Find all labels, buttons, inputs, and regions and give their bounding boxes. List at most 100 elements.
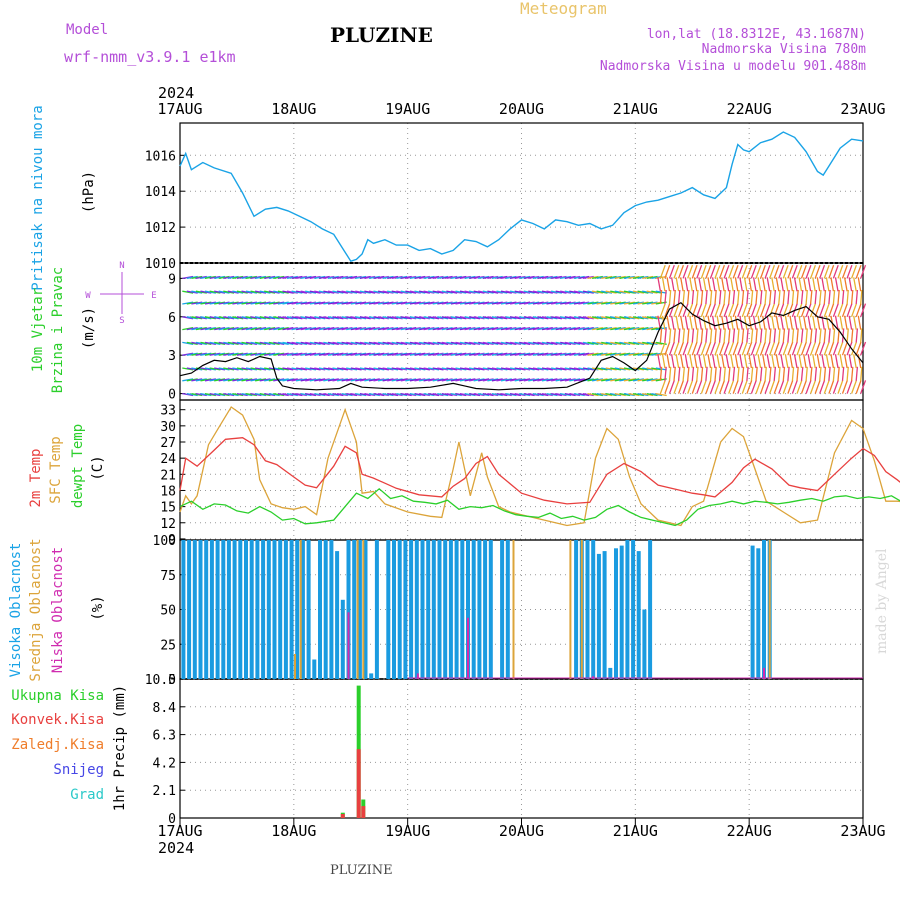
wind-barb [814, 264, 821, 279]
wind-barb [505, 301, 517, 305]
wind-barb [773, 366, 777, 381]
wind-barb [373, 327, 385, 331]
wind-barb [587, 327, 599, 331]
wind-barb [300, 367, 312, 371]
wind-barb [468, 290, 481, 294]
wind-barb [846, 341, 853, 356]
x-day-label-top: 18AUG [271, 100, 316, 118]
wind-barb [500, 367, 512, 371]
wind-barb [309, 275, 321, 280]
wind-barb [309, 352, 321, 356]
wind-barb [186, 301, 198, 305]
wind-barb [446, 290, 458, 294]
wind-barb [473, 275, 485, 280]
wind-barb [182, 316, 194, 320]
wind-barb [336, 290, 349, 294]
wind-barb [855, 303, 862, 318]
wind-barb [623, 352, 635, 356]
wind-barb [728, 264, 735, 279]
wind-barb [496, 290, 508, 294]
wind-barb [318, 327, 330, 331]
wind-barb [273, 392, 285, 397]
wind-barb [437, 352, 449, 356]
wind-barb [661, 354, 666, 369]
wind-barb [291, 341, 303, 345]
x-day-label-bottom: 22AUG [727, 822, 772, 840]
wind-barb [382, 301, 394, 305]
wind-barb [642, 301, 654, 305]
wind-barb [819, 366, 822, 381]
wind-barb [587, 378, 599, 382]
wind-barb [691, 264, 698, 279]
precip-legend: Ukupna Kisa Konvek.Kisa Zaledj.Kisa Snij… [11, 688, 104, 803]
wind-barb [519, 341, 531, 345]
wind-barb [336, 275, 349, 280]
wind-barb [505, 316, 517, 320]
precip-ytick-label: 4.2 [153, 756, 176, 771]
wind-barb [560, 341, 572, 345]
wind-barb [409, 301, 421, 305]
wind-barb [680, 315, 684, 330]
wind-barb [619, 367, 631, 371]
wind-barb [705, 380, 712, 394]
wind-barb [254, 316, 267, 320]
wind-barb [642, 378, 654, 382]
wind-barb [587, 392, 599, 397]
wind-barb [204, 301, 217, 305]
cloud-high-bar [466, 540, 470, 679]
wind-barb [564, 352, 576, 356]
wind-barb [850, 264, 858, 279]
wind-barb [250, 392, 262, 397]
wind-barb [382, 392, 394, 397]
wind-barb [519, 367, 531, 371]
wind-barb [250, 352, 262, 356]
wind-barb [286, 378, 298, 382]
wind-barb [632, 290, 645, 294]
wind-barb [702, 354, 707, 369]
cloud-low-bar [763, 667, 765, 679]
wind-barb [555, 327, 567, 331]
wind-barb [573, 290, 585, 294]
wind-barb [691, 380, 698, 394]
wind-barb [796, 328, 799, 343]
wind-barb [605, 367, 617, 371]
wind-barb [382, 327, 394, 331]
temp2m-ylabel: 2m Temp [28, 448, 44, 507]
cloud-mid-ylabel: Srednja Oblacnost [28, 538, 44, 681]
wind-barb [809, 303, 817, 318]
wind-barb [214, 316, 226, 320]
wind-barb [200, 341, 212, 345]
wind-barb [684, 315, 689, 330]
cloud-mid-bar [569, 540, 572, 679]
wind-barb [646, 301, 658, 305]
wind-barb [682, 264, 689, 279]
wind-barb [482, 301, 494, 305]
wind-barb [619, 290, 631, 294]
wind-barb [186, 392, 198, 397]
wind-barb [209, 367, 221, 371]
wind-barb [750, 289, 754, 305]
wind-barb [537, 341, 549, 345]
wind-barb [423, 316, 435, 320]
wind-barb [659, 289, 663, 305]
wind-barb [195, 290, 207, 294]
wind-barb [632, 378, 645, 382]
wind-barb [500, 341, 512, 345]
wind-barb [446, 327, 458, 331]
wind-barb [273, 316, 285, 320]
x-day-label-top: 21AUG [613, 100, 658, 118]
wind-barb [414, 290, 426, 294]
wind-barb [245, 275, 258, 280]
wind-barb [596, 341, 608, 345]
wind-barb [569, 327, 581, 331]
wind-barb [373, 275, 385, 280]
wind-barb [223, 301, 235, 305]
temp-unit: (C) [90, 455, 106, 480]
cloud-high-bar [209, 540, 214, 679]
wind-barb [778, 366, 781, 381]
wind-barb [709, 303, 716, 318]
wind-barb [314, 378, 326, 382]
legend-snijeg: Snijeg [53, 762, 104, 778]
wind-barb [560, 378, 572, 382]
wind-barb [459, 316, 472, 320]
